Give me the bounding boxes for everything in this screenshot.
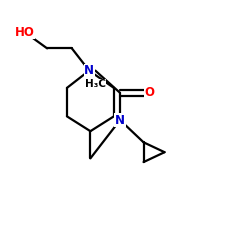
- Text: N: N: [84, 64, 94, 77]
- Text: N: N: [115, 114, 125, 126]
- Text: O: O: [145, 86, 155, 99]
- Text: HO: HO: [15, 26, 35, 39]
- Text: H₃C: H₃C: [85, 79, 106, 89]
